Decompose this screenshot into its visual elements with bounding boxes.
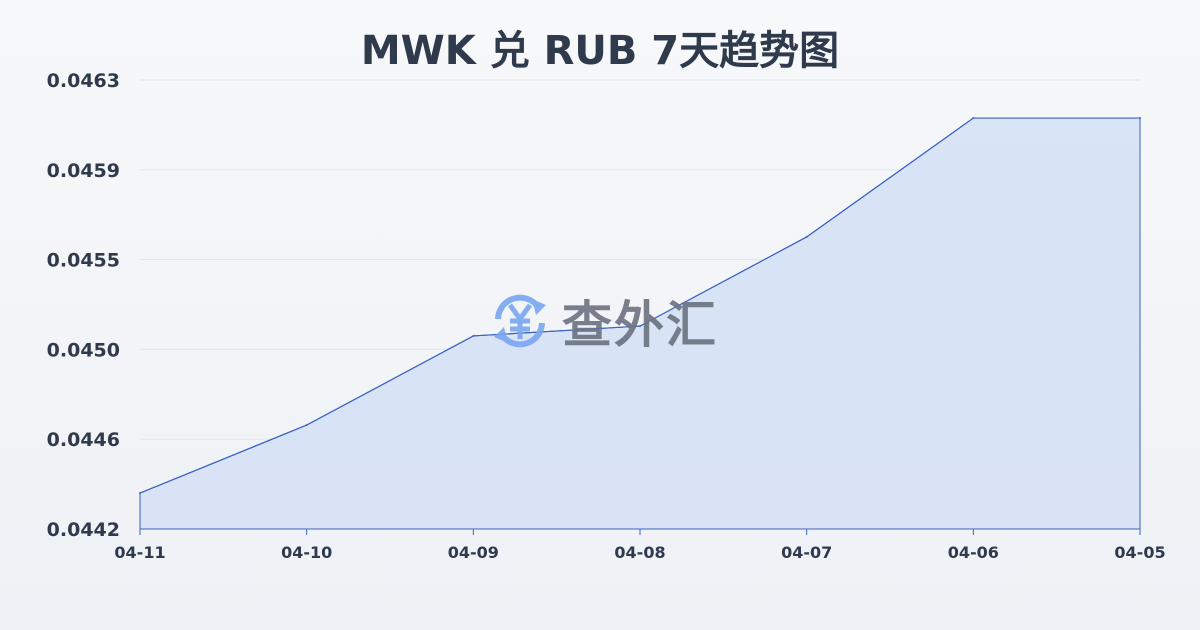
data-point [139,492,141,495]
y-tick-label: 0.0463 [47,70,120,92]
x-tick-label: 04-05 [1114,543,1165,562]
y-tick-label: 0.0459 [47,160,120,182]
y-tick-label: 0.0450 [47,339,120,361]
yen-exchange-icon [494,294,546,348]
data-point [305,424,308,427]
y-tick-label: 0.0446 [47,429,120,451]
data-point [805,235,808,238]
y-tick-label: 0.0442 [47,519,120,541]
x-tick-label: 04-09 [448,543,499,562]
data-point [972,117,975,120]
x-tick-label: 04-11 [114,543,165,562]
x-tick-label: 04-10 [281,543,332,562]
y-tick-label: 0.0455 [47,250,120,272]
data-point [1139,117,1141,120]
x-tick-label: 04-08 [614,543,665,562]
data-point [639,325,641,328]
watermark: 查外汇 [488,285,718,357]
data-point [472,334,475,337]
x-tick-label: 04-06 [948,543,999,562]
watermark-text: 查外汇 [562,296,718,354]
chart-title: MWK 兑 RUB 7天趋势图 [360,28,840,74]
x-tick-label: 04-07 [781,543,832,562]
